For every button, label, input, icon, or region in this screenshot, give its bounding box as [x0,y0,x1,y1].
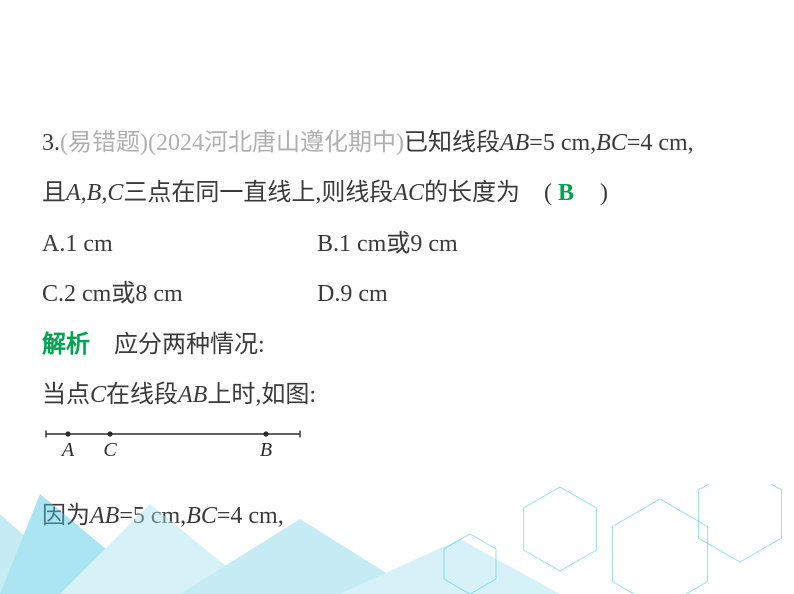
question-line-2: 且A,B,C三点在同一直线上,则线段AC的长度为 ( )B [42,168,752,218]
var-c: C [90,382,106,408]
explanation-heading: 解析 [42,332,90,358]
ab-value: =5 cm, [529,130,596,156]
question-block: 3.(易错题)(2024河北唐山遵化期中)已知线段AB=5 cm,BC=4 cm… [42,118,752,541]
stem-prefix: 已知线段 [404,130,500,156]
exp-bc-val: =4 cm, [217,503,284,529]
options-row-1: A.1 cm B.1 cm或9 cm [42,219,752,269]
svg-text:A: A [60,439,75,461]
question-line-1: 3.(易错题)(2024河北唐山遵化期中)已知线段AB=5 cm,BC=4 cm… [42,118,752,168]
exp-l2-prefix: 当点 [42,382,90,408]
l2-suffix: 的长度为 ( ) [424,180,608,206]
explanation-line-1: 解析 应分两种情况: [42,320,752,370]
var-abc: A,B,C [66,180,123,206]
exp-ab-val: =5 cm, [119,503,186,529]
exp-l3-prefix: 因为 [42,503,90,529]
var-ab-3: AB [90,503,119,529]
explanation-line-3: 因为AB=5 cm,BC=4 cm, [42,491,752,541]
answer-mark: B [558,180,574,206]
exp-l2-mid: 在线段 [106,382,178,408]
var-ac: AC [393,180,424,206]
exp-l2-suffix: 上时,如图: [207,382,316,408]
option-d: D.9 cm [317,269,388,319]
line-diagram: ACB [44,426,752,480]
option-c: C.2 cm或8 cm [42,269,317,319]
question-number: 3. [42,130,60,156]
explanation-line-2: 当点C在线段AB上时,如图: [42,370,752,420]
var-ab: AB [500,130,529,156]
svg-text:B: B [260,439,272,461]
exp-l1: 应分两种情况: [90,332,265,358]
l2-mid: 三点在同一直线上,则线段 [123,180,393,206]
option-a: A.1 cm [42,219,317,269]
option-b: B.1 cm或9 cm [317,219,458,269]
var-bc: BC [596,130,627,156]
var-bc-2: BC [186,503,217,529]
options-row-2: C.2 cm或8 cm D.9 cm [42,269,752,319]
svg-text:C: C [103,439,117,461]
question-tag: (易错题)(2024河北唐山遵化期中) [60,130,404,156]
var-ab-2: AB [178,382,207,408]
diagram-svg: ACB [44,426,302,462]
bc-value: =4 cm, [627,130,694,156]
l2-prefix: 且 [42,180,66,206]
